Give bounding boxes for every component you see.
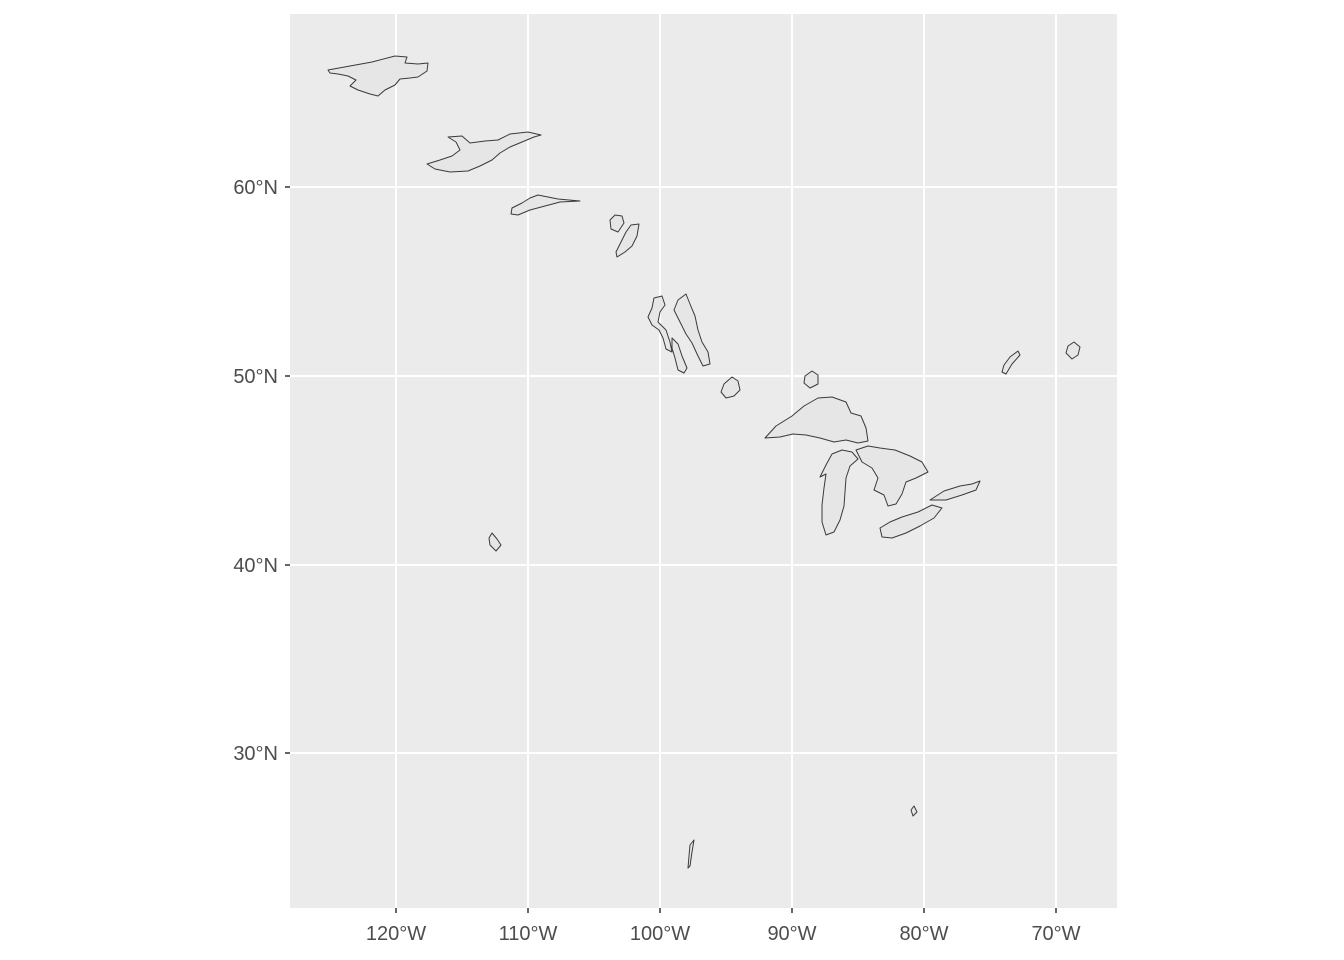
lake-mistassini (1001, 350, 1021, 375)
lake-laguna-madre (687, 839, 695, 869)
lake-manitoba (671, 337, 688, 374)
lake-wollaston (609, 214, 625, 233)
y-tick-label-30n: 30°N (233, 743, 278, 765)
x-tick-label-110w: 110°W (499, 923, 558, 945)
map-panel-background (290, 14, 1117, 908)
lake-ontario (929, 480, 981, 501)
x-tick-label-90w: 90°W (767, 923, 816, 945)
lake-nipigon (803, 370, 819, 389)
lake-okeechobee (910, 805, 918, 817)
lake-winnipeg (673, 293, 711, 367)
y-tick-label-60n: 60°N (233, 177, 278, 199)
y-tick-label-40n: 40°N (233, 555, 278, 577)
x-axis: 120°W 110°W 100°W 90°W 80°W 70°W (366, 908, 1081, 945)
lake-athabasca (510, 194, 581, 216)
x-tick-label-70w: 70°W (1031, 923, 1080, 945)
x-tick-label-80w: 80°W (899, 923, 948, 945)
grid-lines (290, 14, 1117, 908)
lake-great-bear (327, 55, 429, 97)
lake-erie (879, 504, 943, 539)
lakes-layer (327, 55, 1081, 869)
lake-winnipegosis (647, 295, 673, 353)
lake-huron (855, 445, 929, 507)
lake-michigan (819, 449, 859, 536)
lake-great-salt (488, 532, 502, 552)
lake-reindeer (615, 223, 640, 258)
lake-great-slave (426, 131, 542, 173)
lake-of-the-woods (720, 376, 741, 399)
y-axis: 60°N 50°N 40°N 30°N (233, 177, 290, 765)
lake-manicouagan (1065, 341, 1081, 360)
y-tick-label-50n: 50°N (233, 366, 278, 388)
x-tick-label-100w: 100°W (630, 923, 690, 945)
lake-superior (764, 396, 869, 444)
x-tick-label-120w: 120°W (366, 923, 426, 945)
